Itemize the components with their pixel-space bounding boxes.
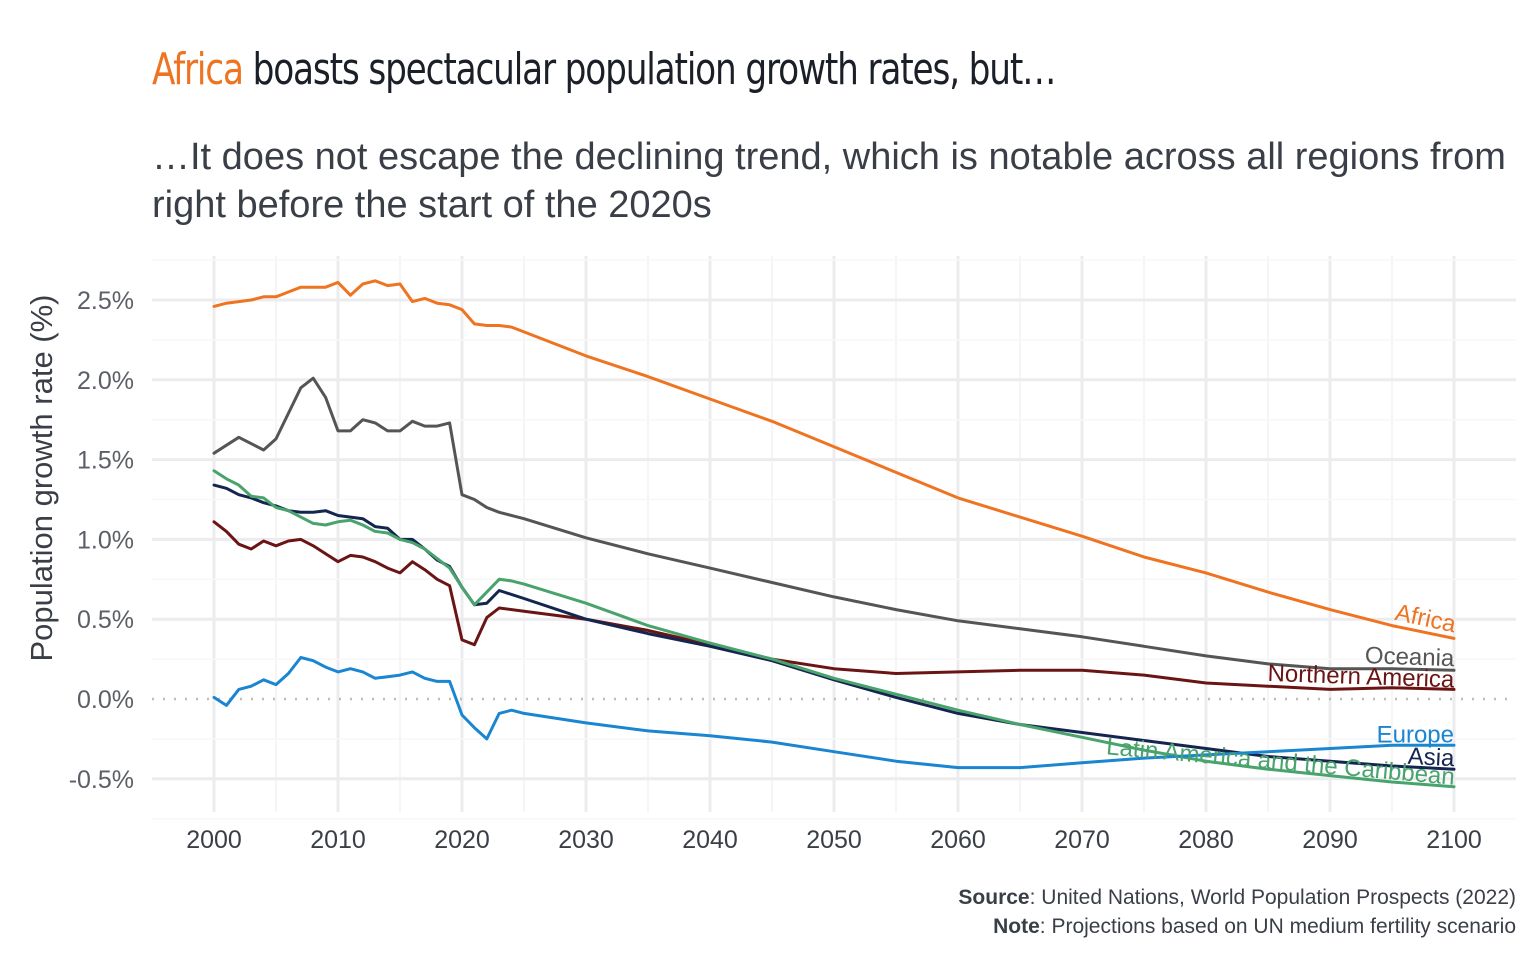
source-text: : United Nations, World Population Prosp… bbox=[1029, 886, 1516, 909]
series-line-northern-america bbox=[212, 520, 1456, 691]
series-label: Africa bbox=[1393, 599, 1459, 638]
series-line-oceania bbox=[212, 376, 1456, 672]
series-label: Asia bbox=[1407, 743, 1456, 772]
note-text: : Projections based on UN medium fertili… bbox=[1039, 915, 1516, 938]
y-axis-label: Population growth rate (%) bbox=[24, 294, 59, 661]
series-label: Oceania bbox=[1364, 642, 1455, 672]
source-line: Source: United Nations, World Population… bbox=[958, 883, 1516, 912]
x-tick-label: 2050 bbox=[806, 826, 862, 854]
caption: Source: United Nations, World Population… bbox=[958, 883, 1516, 941]
x-tick-label: 2010 bbox=[310, 826, 366, 854]
series-line-europe bbox=[212, 656, 1456, 770]
x-tick-label: 2090 bbox=[1302, 826, 1358, 854]
series-label: Northern America bbox=[1267, 660, 1455, 694]
series-line-africa bbox=[212, 279, 1456, 640]
y-tick-label: 0.0% bbox=[77, 686, 134, 714]
y-tick-label: 2.5% bbox=[77, 287, 134, 315]
x-tick-label: 2100 bbox=[1426, 826, 1482, 854]
chart-title: Africa boasts spectacular population gro… bbox=[152, 44, 1057, 95]
x-tick-label: 2070 bbox=[1054, 826, 1110, 854]
series-label: Europe bbox=[1377, 721, 1454, 748]
y-tick-label: 1.5% bbox=[77, 447, 134, 475]
title-rest: boasts spectacular population growth rat… bbox=[242, 44, 1057, 95]
x-tick-label: 2030 bbox=[558, 826, 614, 854]
grid bbox=[152, 256, 1516, 820]
note-line: Note: Projections based on UN medium fer… bbox=[958, 912, 1516, 941]
y-axis-ticks: -0.5% 0.0% 0.5% 1.0% 1.5% 2.0% 2.5% bbox=[69, 287, 134, 794]
x-tick-label: 2020 bbox=[434, 826, 490, 854]
x-tick-label: 2060 bbox=[930, 826, 986, 854]
x-tick-label: 2080 bbox=[1178, 826, 1234, 854]
y-tick-label: 1.0% bbox=[77, 526, 134, 554]
title-highlight: Africa bbox=[152, 44, 244, 95]
x-tick-label: 2040 bbox=[682, 826, 738, 854]
y-tick-label: 2.0% bbox=[77, 367, 134, 395]
x-tick-label: 2000 bbox=[186, 826, 242, 854]
series-line-latin-america-and-the-caribbean bbox=[212, 469, 1456, 789]
source-label: Source bbox=[958, 886, 1030, 909]
y-tick-label: 0.5% bbox=[77, 606, 134, 634]
y-tick-label: -0.5% bbox=[69, 766, 134, 794]
chart-subtitle: …It does not escape the declining trend,… bbox=[152, 136, 1506, 226]
note-label: Note bbox=[993, 915, 1040, 938]
x-axis-ticks: 2000 2010 2020 2030 2040 2050 2060 2070 2080 2090… bbox=[186, 826, 1482, 854]
series-lines bbox=[212, 279, 1456, 789]
